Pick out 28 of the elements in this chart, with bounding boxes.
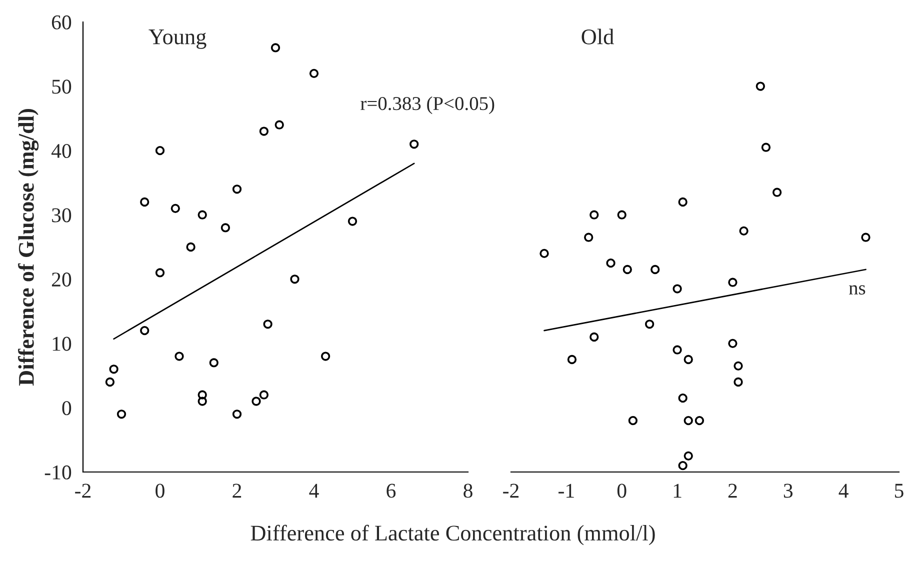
y-tick-label: 40 — [51, 144, 72, 158]
x-axis-title: Difference of Lactate Concentration (mmol/l) — [250, 524, 655, 546]
annotation: r=0.383 (P<0.05) — [360, 96, 494, 114]
chart-title: Old — [582, 28, 614, 44]
chart-title: Young — [148, 30, 206, 49]
y-tick-label: 30 — [52, 208, 72, 222]
y-tick-label: 10 — [52, 336, 72, 351]
x-tick-label: 4 — [309, 484, 319, 498]
y-tick-label: 60 — [52, 15, 72, 30]
y-tick-label: 50 — [52, 80, 72, 94]
x-tick-label: 3 — [784, 484, 793, 498]
x-tick-label: 0 — [617, 484, 626, 498]
x-tick-label: 8 — [464, 484, 472, 498]
y-axis-title: Difference of Glucose (mg/dl) — [18, 109, 39, 386]
y-tick-label: 20 — [52, 272, 72, 287]
x-tick-label: 0 — [156, 484, 164, 498]
x-tick-label: 1 — [674, 484, 682, 498]
x-tick-label: 5 — [895, 484, 904, 498]
y-tick-label: -10 — [44, 465, 72, 480]
annotation: ns — [849, 285, 866, 295]
x-tick-label: -1 — [558, 484, 574, 498]
x-tick-label: 6 — [386, 484, 396, 498]
x-tick-label: 4 — [838, 484, 848, 498]
x-tick-label: -2 — [503, 484, 519, 498]
x-tick-label: 2 — [728, 484, 737, 498]
x-tick-label: 2 — [232, 484, 242, 498]
x-tick-label: -2 — [75, 484, 91, 498]
y-tick-label: 0 — [62, 401, 72, 416]
